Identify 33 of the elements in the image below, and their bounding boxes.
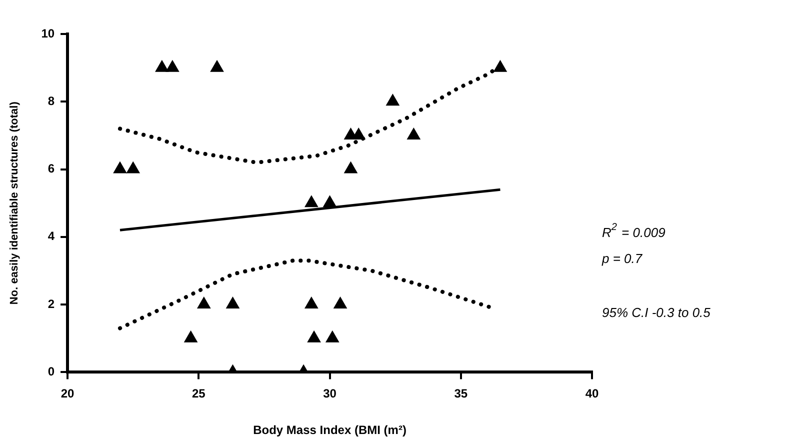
x-tick-label: 20 (60, 386, 75, 401)
point (166, 60, 179, 72)
y-tick-label: 6 (48, 162, 55, 176)
point (323, 196, 336, 208)
point (197, 297, 210, 309)
y-axis-title: No. easily identifiable structures (total) (8, 101, 21, 305)
x-tick-label: 40 (585, 386, 599, 401)
x-axis-title: Body Mass Index (BMI (m²) (253, 423, 406, 438)
y-tick-label: 4 (48, 229, 55, 244)
point (113, 162, 127, 174)
point (307, 330, 321, 342)
text: p = 0.7 (601, 251, 643, 266)
y-tick-label: 0 (48, 364, 55, 379)
y-tick-label: 8 (48, 94, 55, 108)
text: 95% C.I -0.3 to 0.5 (602, 305, 712, 320)
y-tick-label: 2 (48, 296, 55, 311)
point (386, 94, 400, 106)
point (210, 60, 224, 72)
point (126, 162, 140, 174)
point (494, 60, 507, 72)
point (334, 297, 347, 309)
point (184, 330, 198, 342)
point (304, 297, 318, 309)
point (326, 330, 339, 342)
point (304, 196, 318, 208)
point (155, 60, 169, 72)
point (226, 297, 240, 309)
y-tick-label: 10 (41, 26, 55, 40)
x-tick-label: 25 (192, 386, 206, 401)
x-tick-label: 30 (323, 386, 337, 401)
x-tick-label: 35 (454, 386, 468, 401)
point (407, 128, 420, 140)
point (344, 162, 358, 174)
